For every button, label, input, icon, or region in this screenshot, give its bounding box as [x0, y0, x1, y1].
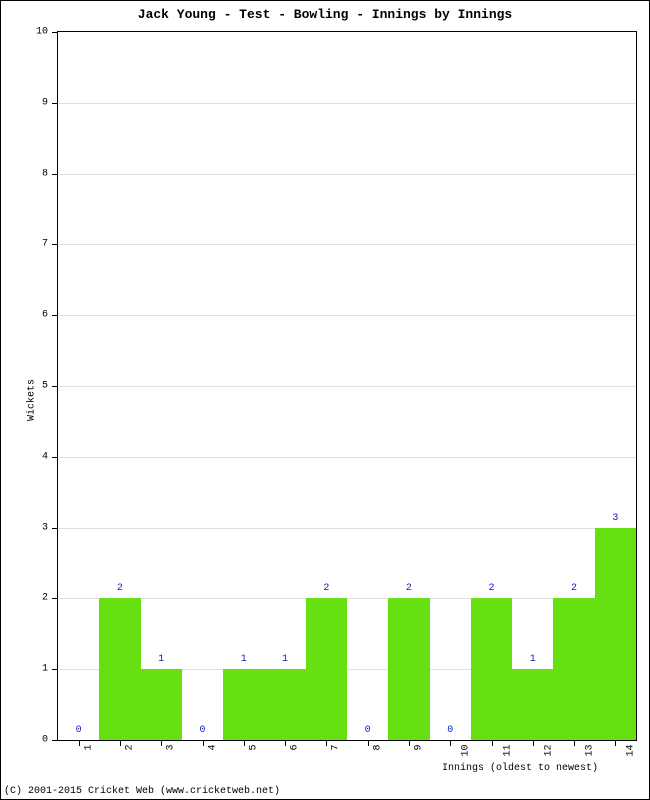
x-tick-label: 1	[83, 745, 94, 751]
bar-value-label: 3	[595, 513, 635, 524]
gridline	[58, 244, 636, 245]
y-tick-label: 9	[42, 97, 48, 108]
x-tick	[161, 740, 162, 746]
x-tick	[574, 740, 575, 746]
x-tick	[368, 740, 369, 746]
bar-value-label: 1	[513, 654, 553, 665]
bar-value-label: 1	[224, 654, 264, 665]
y-tick	[52, 32, 58, 33]
x-tick	[203, 740, 204, 746]
bar-value-label: 2	[389, 583, 429, 594]
gridline	[58, 386, 636, 387]
gridline	[58, 315, 636, 316]
x-tick-label: 5	[248, 745, 259, 751]
y-tick-label: 0	[42, 735, 48, 746]
plot-area: 0123456789100122130415162708290102111122…	[57, 31, 637, 741]
bar-value-label: 2	[472, 583, 512, 594]
x-tick-label: 3	[166, 745, 177, 751]
y-tick	[52, 103, 58, 104]
x-tick-label: 6	[290, 745, 301, 751]
chart-title: Jack Young - Test - Bowling - Innings by…	[1, 7, 649, 22]
bar-value-label: 1	[265, 654, 305, 665]
bar	[223, 669, 264, 740]
y-tick-label: 6	[42, 310, 48, 321]
y-tick	[52, 669, 58, 670]
bar	[553, 598, 594, 740]
y-tick	[52, 315, 58, 316]
x-tick-label: 13	[585, 745, 596, 757]
bar-value-label: 2	[554, 583, 594, 594]
y-tick-label: 4	[42, 451, 48, 462]
x-tick-label: 14	[626, 745, 637, 757]
x-tick	[615, 740, 616, 746]
bar-value-label: 1	[141, 654, 181, 665]
x-tick	[244, 740, 245, 746]
bar	[264, 669, 305, 740]
bar-value-label: 0	[59, 725, 99, 736]
y-tick	[52, 244, 58, 245]
bar	[388, 598, 429, 740]
x-tick	[450, 740, 451, 746]
y-tick-label: 3	[42, 522, 48, 533]
credit-text: (C) 2001-2015 Cricket Web (www.cricketwe…	[4, 786, 280, 797]
bar-value-label: 0	[183, 725, 223, 736]
bar	[99, 598, 140, 740]
y-tick-label: 10	[36, 27, 48, 38]
bar	[306, 598, 347, 740]
y-axis-label: Wickets	[27, 379, 38, 421]
y-tick-label: 8	[42, 168, 48, 179]
x-tick-label: 7	[331, 745, 342, 751]
x-tick-label: 8	[372, 745, 383, 751]
chart-frame: Jack Young - Test - Bowling - Innings by…	[0, 0, 650, 800]
bar-value-label: 2	[100, 583, 140, 594]
x-tick-label: 10	[461, 745, 472, 757]
bar-value-label: 0	[348, 725, 388, 736]
bar-value-label: 0	[430, 725, 470, 736]
x-tick-label: 12	[543, 745, 554, 757]
bar	[471, 598, 512, 740]
x-tick	[120, 740, 121, 746]
x-tick-label: 9	[413, 745, 424, 751]
x-tick	[533, 740, 534, 746]
bar	[512, 669, 553, 740]
bar	[595, 528, 636, 740]
y-tick	[52, 528, 58, 529]
gridline	[58, 457, 636, 458]
y-tick-label: 2	[42, 593, 48, 604]
x-axis-label: Innings (oldest to newest)	[442, 763, 598, 774]
y-tick-label: 7	[42, 239, 48, 250]
y-tick-label: 5	[42, 381, 48, 392]
x-tick-label: 11	[502, 745, 513, 757]
y-tick	[52, 598, 58, 599]
y-tick	[52, 740, 58, 741]
gridline	[58, 103, 636, 104]
x-tick	[285, 740, 286, 746]
x-tick	[79, 740, 80, 746]
y-tick-label: 1	[42, 664, 48, 675]
y-tick	[52, 386, 58, 387]
x-tick	[492, 740, 493, 746]
gridline	[58, 598, 636, 599]
y-tick	[52, 457, 58, 458]
x-tick	[409, 740, 410, 746]
y-tick	[52, 174, 58, 175]
bar	[141, 669, 182, 740]
x-tick-label: 2	[124, 745, 135, 751]
gridline	[58, 528, 636, 529]
gridline	[58, 174, 636, 175]
x-tick-label: 4	[207, 745, 218, 751]
x-tick	[326, 740, 327, 746]
bar-value-label: 2	[306, 583, 346, 594]
